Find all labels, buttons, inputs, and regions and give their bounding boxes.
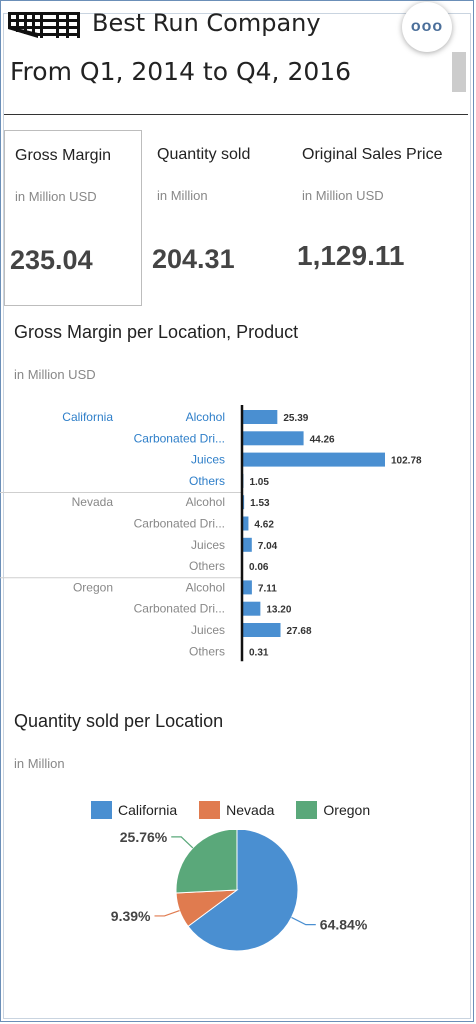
product-label[interactable]: Others [189, 474, 225, 488]
bar[interactable] [242, 452, 385, 467]
bar[interactable] [242, 537, 252, 552]
bar-chart-subtitle: in Million USD [14, 367, 96, 382]
company-name: Best Run Company [92, 9, 321, 37]
location-label[interactable]: Oregon [73, 580, 113, 594]
kpi-subtitle: in Million USD [302, 188, 384, 203]
pie-slice-california[interactable] [187, 830, 299, 952]
location-label[interactable]: Nevada [72, 495, 114, 509]
bar-value-label: 0.31 [249, 647, 269, 658]
period-title: From Q1, 2014 to Q4, 2016 [10, 57, 352, 86]
story-header: Best Run Company From Q1, 2014 to Q4, 20… [4, 0, 468, 115]
bar-value-label: 4.62 [254, 520, 274, 531]
kpi-title: Gross Margin [15, 147, 112, 164]
legend-item-oregon[interactable]: Oregon [296, 801, 370, 819]
kpi-title: Original Sales Price [302, 146, 443, 163]
kpi-tile-original-sales-price[interactable]: Original Sales Price in Million USD 1,12… [292, 130, 464, 306]
pie-leader-line [154, 909, 180, 917]
bar-value-label: 1.05 [249, 477, 269, 488]
bar-value-label: 7.04 [258, 541, 278, 552]
product-label[interactable]: Alcohol [186, 580, 225, 594]
pie-leader-line [291, 916, 316, 926]
company-logo-icon [8, 12, 80, 43]
bar-value-label: 25.39 [283, 413, 308, 424]
bar[interactable] [242, 580, 252, 595]
pie-slice-label: 9.39% [111, 908, 151, 924]
pie-chart-subtitle: in Million [14, 756, 65, 771]
pie-slice-label: 64.84% [320, 917, 368, 933]
bar[interactable] [242, 601, 261, 616]
kpi-tile-gross-margin[interactable]: Gross Margin in Million USD 235.04 [4, 130, 142, 306]
kpi-title: Quantity sold [157, 146, 251, 163]
kpi-value: 204.31 [152, 244, 235, 274]
bar-value-label: 7.11 [258, 583, 277, 594]
legend-label: California [118, 802, 178, 818]
pie-slice-label: 25.76% [120, 830, 168, 845]
product-label[interactable]: Alcohol [186, 410, 225, 424]
content-frame [3, 13, 471, 1019]
product-label[interactable]: Juices [191, 538, 225, 552]
product-label[interactable]: Alcohol [186, 495, 225, 509]
legend-swatch-nevada [199, 801, 221, 819]
pie-leader-line [171, 836, 194, 849]
bar-value-label: 0.06 [249, 562, 269, 573]
legend-label: Oregon [323, 802, 371, 818]
legend-item-nevada[interactable]: Nevada [199, 801, 274, 819]
product-label[interactable]: Juices [191, 453, 225, 467]
bar-value-label: 13.20 [266, 605, 291, 616]
bar-value-label: 102.78 [391, 456, 422, 467]
legend-swatch-california [91, 801, 112, 819]
bar[interactable] [242, 516, 249, 531]
bar[interactable] [242, 623, 281, 637]
legend-label: Nevada [226, 802, 275, 818]
pie-slice-oregon[interactable] [175, 830, 238, 894]
pie-chart-title: Quantity sold per Location [14, 711, 224, 731]
kpi-value: 235.04 [10, 245, 93, 275]
bar-value-label: 27.68 [287, 626, 312, 637]
product-label[interactable]: Juices [191, 623, 225, 637]
kpi-tile-quantity-sold[interactable]: Quantity sold in Million 204.31 [147, 130, 287, 306]
bar-value-label: 1.53 [250, 498, 270, 509]
bar[interactable] [242, 410, 278, 424]
pie-legend: California Nevada Oregon [91, 801, 392, 819]
location-label[interactable]: California [62, 410, 113, 424]
product-label[interactable]: Carbonated Dri... [134, 602, 225, 616]
bar-value-label: 44.26 [310, 434, 335, 445]
kpi-subtitle: in Million USD [15, 189, 97, 204]
bar[interactable] [242, 431, 304, 446]
more-icon: ooo [410, 18, 444, 35]
product-label[interactable]: Others [189, 644, 225, 658]
bar-chart-title: Gross Margin per Location, Product [14, 322, 299, 342]
kpi-subtitle: in Million [157, 188, 208, 203]
more-options-button[interactable]: ooo [402, 2, 452, 52]
kpi-value: 1,129.11 [297, 240, 405, 271]
gross-margin-bar-chart: California Alcohol 25.39 Carbonated Dri... 4… [0, 405, 422, 662]
legend-swatch-oregon [296, 801, 318, 819]
quantity-pie-chart: 64.84% 9.39% 25.76% [111, 830, 368, 952]
product-label[interactable]: Carbonated Dri... [134, 431, 225, 445]
legend-item-california[interactable]: California [91, 801, 177, 819]
scrollbar-thumb[interactable] [452, 52, 466, 92]
product-label[interactable]: Others [189, 559, 225, 573]
product-label[interactable]: Carbonated Dri... [134, 517, 225, 531]
